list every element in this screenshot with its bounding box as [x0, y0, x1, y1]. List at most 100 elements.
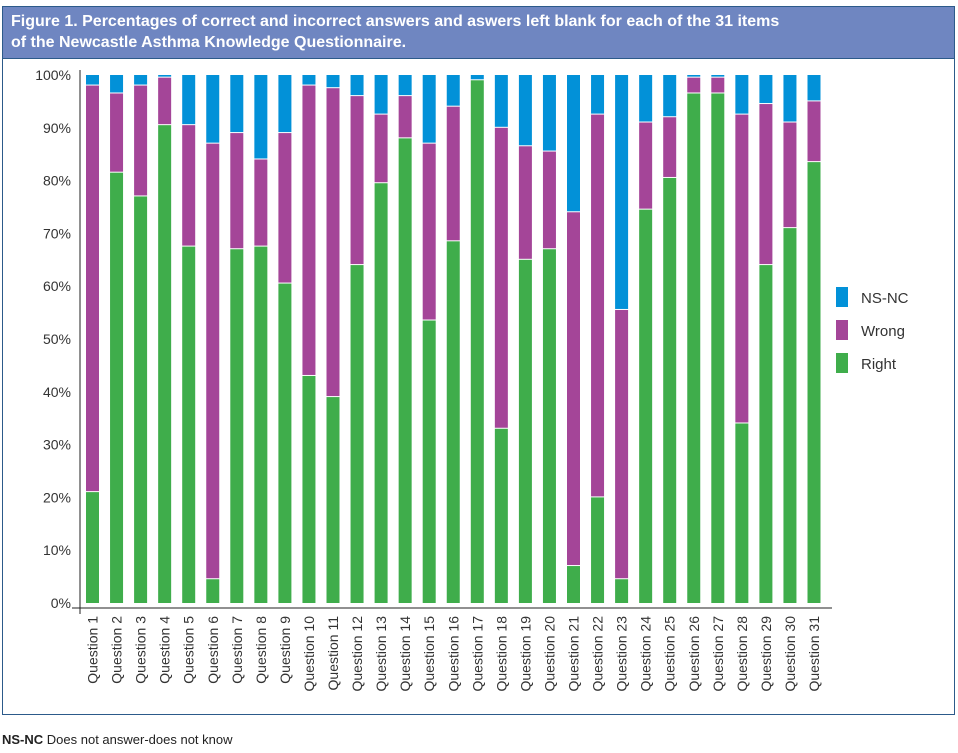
y-tick-label: 60% — [43, 278, 71, 294]
y-tick-label: 100% — [35, 67, 71, 83]
bar-segment-right — [494, 428, 508, 603]
bar-segment-right — [518, 259, 532, 603]
bar-segment-ns-nc — [350, 75, 364, 96]
x-tick-label: Question 8 — [253, 616, 269, 684]
stacked-bar-chart: 0% 10% 20% 30% 40% 50% 60% 70% 80% 90% 100% Questio… — [35, 67, 909, 692]
x-tick-label: Question 24 — [638, 616, 654, 692]
x-tick-label: Question 20 — [541, 616, 557, 692]
bar-segment-ns-nc — [735, 75, 749, 114]
bar-segment-ns-nc — [591, 75, 605, 114]
y-tick-label: 50% — [43, 331, 71, 347]
x-tick-label: Question 30 — [782, 616, 798, 692]
bar-segment-wrong — [422, 143, 436, 320]
bar-segment-ns-nc — [422, 75, 436, 143]
bar-segment-right — [470, 80, 484, 603]
x-tick-label: Question 13 — [373, 616, 389, 692]
bar-segment-wrong — [494, 127, 508, 428]
bar-segment-ns-nc — [494, 75, 508, 127]
figure-title: Figure 1. Percentages of correct and inc… — [3, 7, 954, 59]
y-tick-label: 30% — [43, 437, 71, 453]
bar-segment-wrong — [182, 125, 196, 246]
x-tick-label: Question 28 — [734, 616, 750, 692]
bar-segment-right — [206, 579, 220, 603]
bar-segment-ns-nc — [302, 75, 316, 85]
x-tick-label: Question 14 — [397, 616, 413, 692]
bar-segment-wrong — [302, 85, 316, 375]
bar-segment-right — [398, 138, 412, 604]
bar-segment-right — [182, 246, 196, 603]
bar-segment-wrong — [663, 117, 677, 177]
y-tick-label: 70% — [43, 225, 71, 241]
bar-segment-ns-nc — [807, 75, 821, 101]
legend-label: Right — [861, 356, 897, 373]
bar-segment-ns-nc — [230, 75, 244, 133]
bar-segment-right — [639, 209, 653, 603]
x-tick-label: Question 18 — [493, 616, 509, 692]
bar-segment-ns-nc — [398, 75, 412, 96]
bar-segment-ns-nc — [134, 75, 148, 85]
bar-segment-wrong — [374, 114, 388, 183]
footnote-abbr: NS-NC — [2, 732, 44, 747]
bar-segment-ns-nc — [783, 75, 797, 122]
bar-segment-right — [615, 579, 629, 603]
bar-segment-right — [422, 320, 436, 603]
title-line-1: Figure 1. Percentages of correct and inc… — [11, 13, 780, 30]
bar-segment-ns-nc — [446, 75, 460, 106]
bar-segment-ns-nc — [639, 75, 653, 122]
bar-segment-right — [350, 265, 364, 603]
bar-segment-right — [158, 125, 172, 603]
bar-segment-right — [278, 283, 292, 603]
bar-segment-wrong — [591, 114, 605, 497]
bar-segment-ns-nc — [278, 75, 292, 133]
y-tick-label: 10% — [43, 542, 71, 558]
bar-segment-right — [110, 172, 124, 603]
bar-segment-ns-nc — [470, 75, 484, 80]
bar-segment-ns-nc — [254, 75, 268, 159]
bar-segment-ns-nc — [374, 75, 388, 114]
x-tick-label: Question 21 — [566, 616, 582, 692]
bar-segment-ns-nc — [518, 75, 532, 146]
bar-segment-right — [134, 196, 148, 603]
bar-segment-ns-nc — [663, 75, 677, 117]
bar-segment-wrong — [518, 146, 532, 259]
bar-segment-ns-nc — [759, 75, 773, 104]
bar-segment-right — [302, 375, 316, 603]
legend-label: NS-NC — [861, 290, 909, 307]
x-tick-label: Question 23 — [614, 616, 630, 692]
x-tick-label: Question 15 — [421, 616, 437, 692]
bar-segment-ns-nc — [206, 75, 220, 143]
legend-swatch-ns-nc — [836, 287, 848, 307]
x-tick-label: Question 3 — [133, 616, 149, 684]
bar-segment-right — [374, 183, 388, 604]
bar-segment-right — [591, 497, 605, 603]
legend-label: Wrong — [861, 323, 905, 340]
bar-segment-wrong — [158, 77, 172, 125]
bar-segment-wrong — [735, 114, 749, 423]
bar-segment-right — [783, 228, 797, 603]
bar-segment-ns-nc — [158, 75, 172, 77]
legend-swatch-wrong — [836, 320, 848, 340]
x-tick-label: Question 26 — [686, 616, 702, 692]
legend-swatch-right — [836, 353, 848, 373]
bar-segment-wrong — [446, 106, 460, 241]
x-tick-label: Question 6 — [205, 616, 221, 684]
bar-segment-wrong — [567, 212, 580, 566]
y-tick-label: 0% — [51, 595, 71, 611]
bar-segment-wrong — [542, 151, 556, 249]
y-tick-label: 90% — [43, 120, 71, 136]
bar-segment-right — [230, 249, 244, 604]
bar-segment-right — [735, 423, 749, 603]
x-tick-label: Question 29 — [758, 616, 774, 692]
y-tick-label: 20% — [43, 489, 71, 505]
bar-segment-right — [567, 566, 580, 603]
bar-segment-wrong — [206, 143, 220, 579]
bar-segment-right — [254, 246, 268, 603]
bar-segment-ns-nc — [182, 75, 196, 125]
footnote: NS-NC Does not answer-does not know — [2, 732, 233, 747]
footnote-text: Does not answer-does not know — [43, 732, 233, 747]
bar-segment-wrong — [278, 133, 292, 283]
bar-segment-ns-nc — [86, 75, 99, 85]
bar-segment-wrong — [398, 96, 412, 138]
bar-segment-wrong — [615, 309, 629, 579]
x-tick-label: Question 5 — [181, 616, 197, 684]
